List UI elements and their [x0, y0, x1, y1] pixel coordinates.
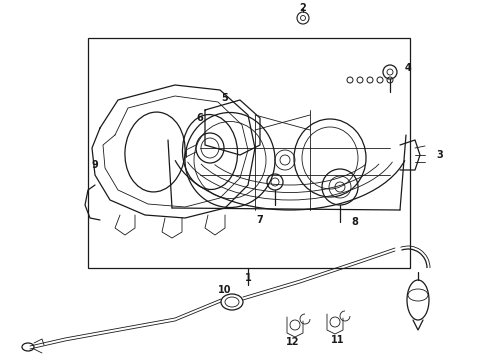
Text: 8: 8 [351, 217, 359, 227]
Text: 1: 1 [245, 273, 251, 283]
Text: 11: 11 [331, 335, 345, 345]
Text: 5: 5 [221, 93, 228, 103]
Text: 6: 6 [196, 113, 203, 123]
Text: 12: 12 [286, 337, 300, 347]
Bar [88, 38, 410, 268]
Text: 2: 2 [299, 3, 306, 13]
Text: 4: 4 [405, 63, 412, 73]
Text: 10: 10 [218, 285, 232, 295]
Text: 9: 9 [92, 160, 98, 170]
Text: 3: 3 [437, 150, 443, 160]
Text: 7: 7 [257, 215, 264, 225]
